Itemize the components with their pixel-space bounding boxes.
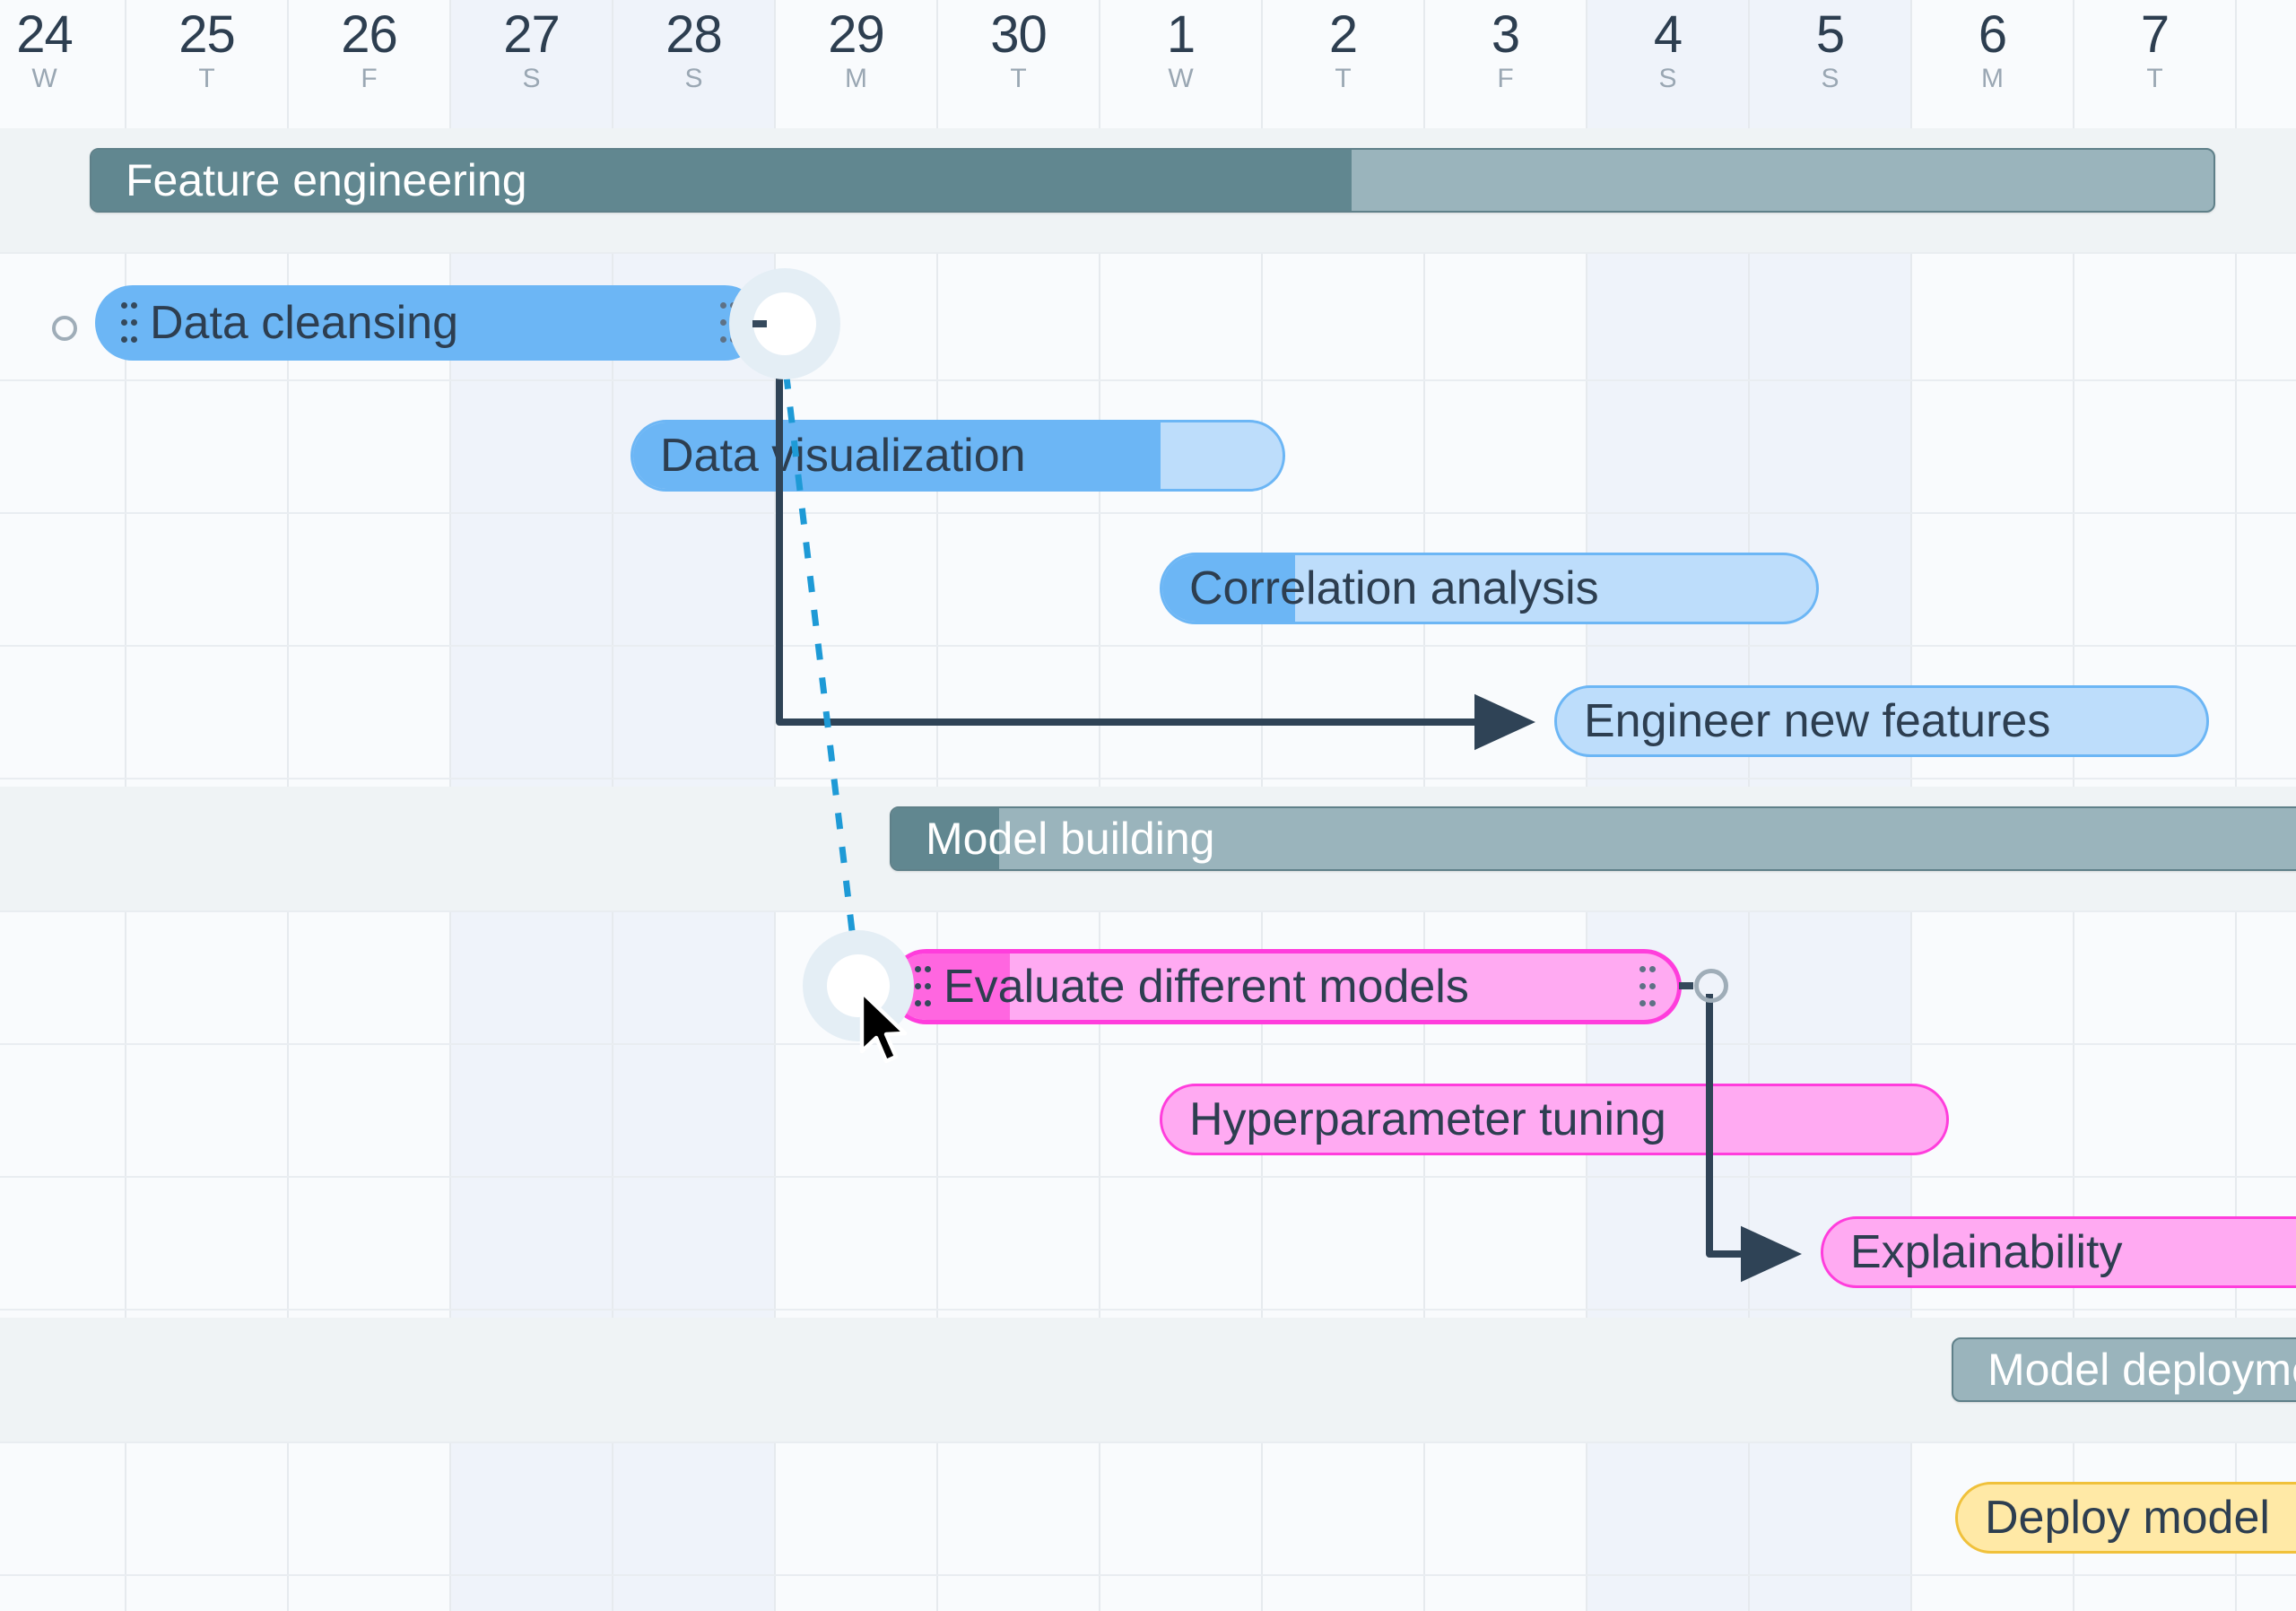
date-header-28[interactable]: 28 S (613, 0, 776, 126)
date-header-weekday: F (1497, 64, 1514, 93)
gantt-bar-explainability[interactable]: Explainability (1821, 1216, 2296, 1288)
date-header-day-number: 24 (16, 5, 74, 64)
gantt-row-8[interactable] (0, 1185, 2296, 1311)
date-header-weekday: M (1981, 64, 2004, 93)
date-header-day-number: 2 (1328, 5, 1358, 64)
date-header-25[interactable]: 25 T (126, 0, 289, 126)
handle-nub-icon (752, 320, 767, 327)
gantt-bar-progress (91, 150, 1352, 211)
date-header-weekday: S (1658, 64, 1677, 93)
gantt-row-6[interactable] (0, 919, 2296, 1045)
date-header-weekday: T (2146, 64, 2163, 93)
data-cleansing-end-handle[interactable] (729, 268, 840, 379)
gantt-bar-feature-engineering[interactable]: Feature engineering (90, 148, 2215, 213)
date-header-30[interactable]: 30 T (938, 0, 1100, 126)
gantt-row-10[interactable] (0, 1450, 2296, 1576)
gantt-bar-progress (100, 290, 758, 356)
date-header-day-number: 30 (990, 5, 1048, 64)
evaluate-models-start-handle[interactable] (803, 930, 914, 1041)
date-header-weekday: F (361, 64, 378, 93)
gantt-bar-data-cleansing[interactable]: Data cleansing (97, 287, 761, 359)
date-header-day-number: 29 (828, 5, 885, 64)
date-header-26[interactable]: 26 F (289, 0, 451, 126)
handle-nub-icon (1679, 982, 1693, 989)
gantt-row-9[interactable] (0, 1318, 2296, 1443)
gantt-bar-label: Evaluate different models (944, 961, 1469, 1013)
date-header-day-number: 25 (178, 5, 236, 64)
gantt-bar-label: Correlation analysis (1189, 562, 1599, 614)
gantt-bar-label: Data cleansing (150, 297, 458, 349)
date-header-day-number: 27 (503, 5, 561, 64)
date-header-day-number: 6 (1978, 5, 2007, 64)
date-header-weekday: W (1168, 64, 1194, 93)
gantt-bar-label: Deploy model (1985, 1492, 2270, 1544)
gantt-bar-hyperparameter-tuning[interactable]: Hyperparameter tuning (1160, 1084, 1949, 1155)
gantt-bar-label: Explainability (1850, 1226, 2123, 1278)
date-header-day-number: 1 (1166, 5, 1196, 64)
date-header-27[interactable]: 27 S (451, 0, 613, 126)
date-header-weekday: T (1335, 64, 1352, 93)
date-header-24[interactable]: 24 W (0, 0, 126, 126)
date-header-day-number: 28 (665, 5, 723, 64)
gantt-bar-label: Model deployment (1987, 1345, 2296, 1395)
timeline-header: 24W25T26F27S28S29M30T1W2T3F4S5S6M7T8W9T1… (0, 0, 2296, 126)
date-header-weekday: T (198, 64, 215, 93)
gantt-bar-correlation-analysis[interactable]: Correlation analysis (1160, 553, 1819, 624)
date-header-weekday: S (1821, 64, 1839, 93)
gantt-bar-label: Model building (926, 814, 1215, 864)
gantt-bar-engineer-new-features[interactable]: Engineer new features (1554, 685, 2209, 757)
gantt-row-7[interactable] (0, 1052, 2296, 1178)
date-header-29[interactable]: 29 M (776, 0, 938, 126)
gantt-row-4[interactable] (0, 654, 2296, 779)
drag-grip-left-icon[interactable] (121, 302, 137, 344)
date-header-weekday: S (684, 64, 703, 93)
date-header-day-number: 26 (341, 5, 398, 64)
data-cleansing-row-dot[interactable] (52, 316, 77, 341)
date-header-day-number: 7 (2140, 5, 2170, 64)
gantt-bar-label: Hyperparameter tuning (1189, 1093, 1666, 1145)
drag-grip-right-icon[interactable] (1639, 966, 1656, 1007)
gantt-bar-deploy-model[interactable]: Deploy model (1955, 1482, 2296, 1554)
date-header-8[interactable]: 8W (2237, 0, 2296, 126)
evaluate-models-end-handle[interactable] (1679, 969, 1728, 1003)
gantt-bar-model-deployment[interactable]: Model deployment (1952, 1337, 2296, 1402)
gantt-bar-data-visualization[interactable]: Data visualization (631, 420, 1285, 492)
date-header-day-number: 4 (1653, 5, 1683, 64)
drag-grip-left-icon[interactable] (915, 966, 931, 1007)
date-header-day-number: 8 (2237, 7, 2296, 63)
date-header-weekday: S (522, 64, 541, 93)
gantt-bar-label: Engineer new features (1584, 695, 2051, 747)
date-header-weekday: W (31, 64, 57, 93)
date-header-weekday: M (845, 64, 867, 93)
gantt-bar-model-building[interactable]: Model building (890, 806, 2296, 871)
date-header-weekday: W (2237, 65, 2296, 93)
gantt-bar-label: Data visualization (660, 430, 1026, 482)
gantt-bar-progress (891, 808, 999, 869)
gantt-row-3[interactable] (0, 521, 2296, 647)
date-header-weekday: T (1010, 64, 1027, 93)
gantt-bar-evaluate-different-models[interactable]: Evaluate different models (891, 951, 1680, 1023)
date-header-day-number: 5 (1815, 5, 1845, 64)
gantt-bar-label: Feature engineering (126, 155, 527, 205)
date-header-day-number: 3 (1491, 5, 1520, 64)
